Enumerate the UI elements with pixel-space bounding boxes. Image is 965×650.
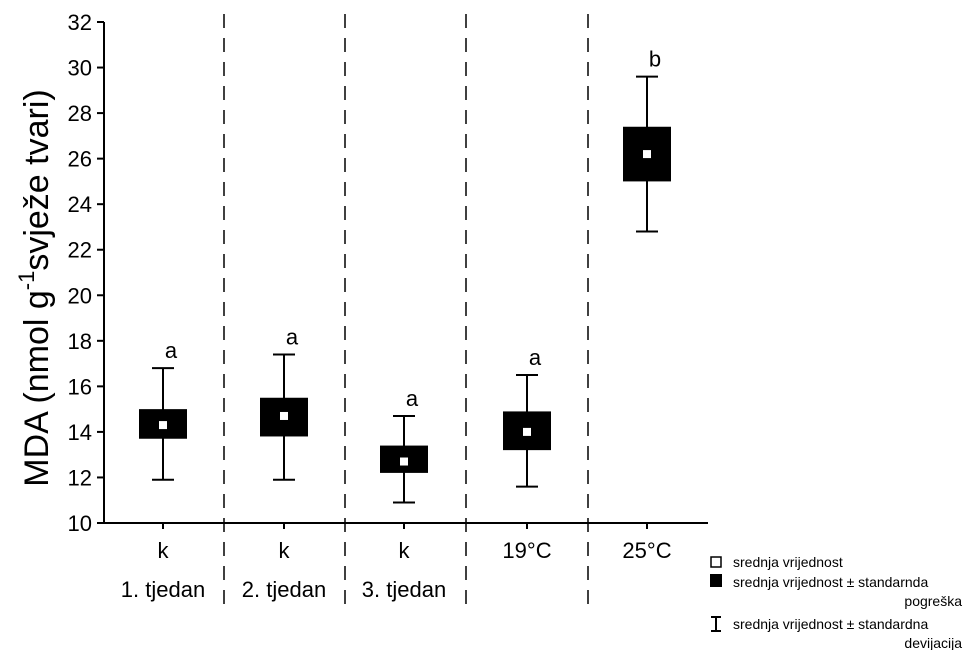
y-tick-label: 30 bbox=[68, 56, 92, 81]
mean-marker bbox=[280, 411, 288, 420]
y-tick-label: 22 bbox=[68, 238, 92, 263]
y-tick-label: 14 bbox=[68, 420, 92, 445]
group-label: 1. tjedan bbox=[121, 577, 205, 602]
mean-marker bbox=[523, 427, 531, 436]
category-label: k bbox=[279, 538, 291, 563]
significance-label: a bbox=[165, 338, 178, 363]
mean-marker bbox=[643, 150, 651, 159]
y-axis-label-main: MDA (nmol g bbox=[18, 290, 56, 487]
y-axis-label-tail: svježe tvari) bbox=[18, 89, 56, 270]
y-axis-label-sup: -1 bbox=[14, 271, 39, 291]
significance-label: a bbox=[529, 345, 542, 370]
significance-label: a bbox=[406, 386, 419, 411]
category-label: 25°C bbox=[622, 538, 671, 563]
category-label: k bbox=[158, 538, 170, 563]
y-tick-label: 10 bbox=[68, 511, 92, 536]
y-tick-label: 26 bbox=[68, 147, 92, 172]
group-label: 3. tjedan bbox=[362, 577, 446, 602]
mean-marker bbox=[159, 421, 167, 430]
legend: srednja vrijednost srednja vrijednost ± … bbox=[710, 554, 962, 650]
y-tick-label: 24 bbox=[68, 192, 92, 217]
y-tick-label: 20 bbox=[68, 283, 92, 308]
plot-area: 10 12 14 16 18 20 22 24 26 28 30 32 a k 1. tjedan a k 2. … bbox=[68, 10, 708, 605]
y-axis-label: MDA (nmol g-1svježe tvari) bbox=[14, 89, 56, 486]
y-tick-label: 12 bbox=[68, 465, 92, 490]
legend-se-marker bbox=[710, 574, 722, 587]
group-label: 2. tjedan bbox=[242, 577, 326, 602]
legend-se-label-2: pogreška bbox=[904, 593, 962, 609]
y-tick-label: 28 bbox=[68, 101, 92, 126]
y-tick-label: 16 bbox=[68, 374, 92, 399]
y-tick-label: 18 bbox=[68, 329, 92, 354]
significance-label: b bbox=[649, 47, 661, 72]
mean-marker bbox=[400, 457, 408, 466]
legend-sd-label-2: devijacija bbox=[904, 635, 962, 650]
significance-label: a bbox=[286, 324, 299, 349]
legend-mean-marker bbox=[710, 556, 722, 568]
legend-sd-label-1: srednja vrijednost ± standardna bbox=[733, 616, 928, 632]
category-label: k bbox=[399, 538, 411, 563]
legend-mean-label: srednja vrijednost bbox=[733, 554, 843, 570]
category-label: 19°C bbox=[502, 538, 551, 563]
legend-sd-marker bbox=[711, 616, 721, 632]
y-tick-label: 32 bbox=[68, 10, 92, 35]
legend-se-label-1: srednja vrijednost ± standarnda bbox=[733, 574, 928, 590]
